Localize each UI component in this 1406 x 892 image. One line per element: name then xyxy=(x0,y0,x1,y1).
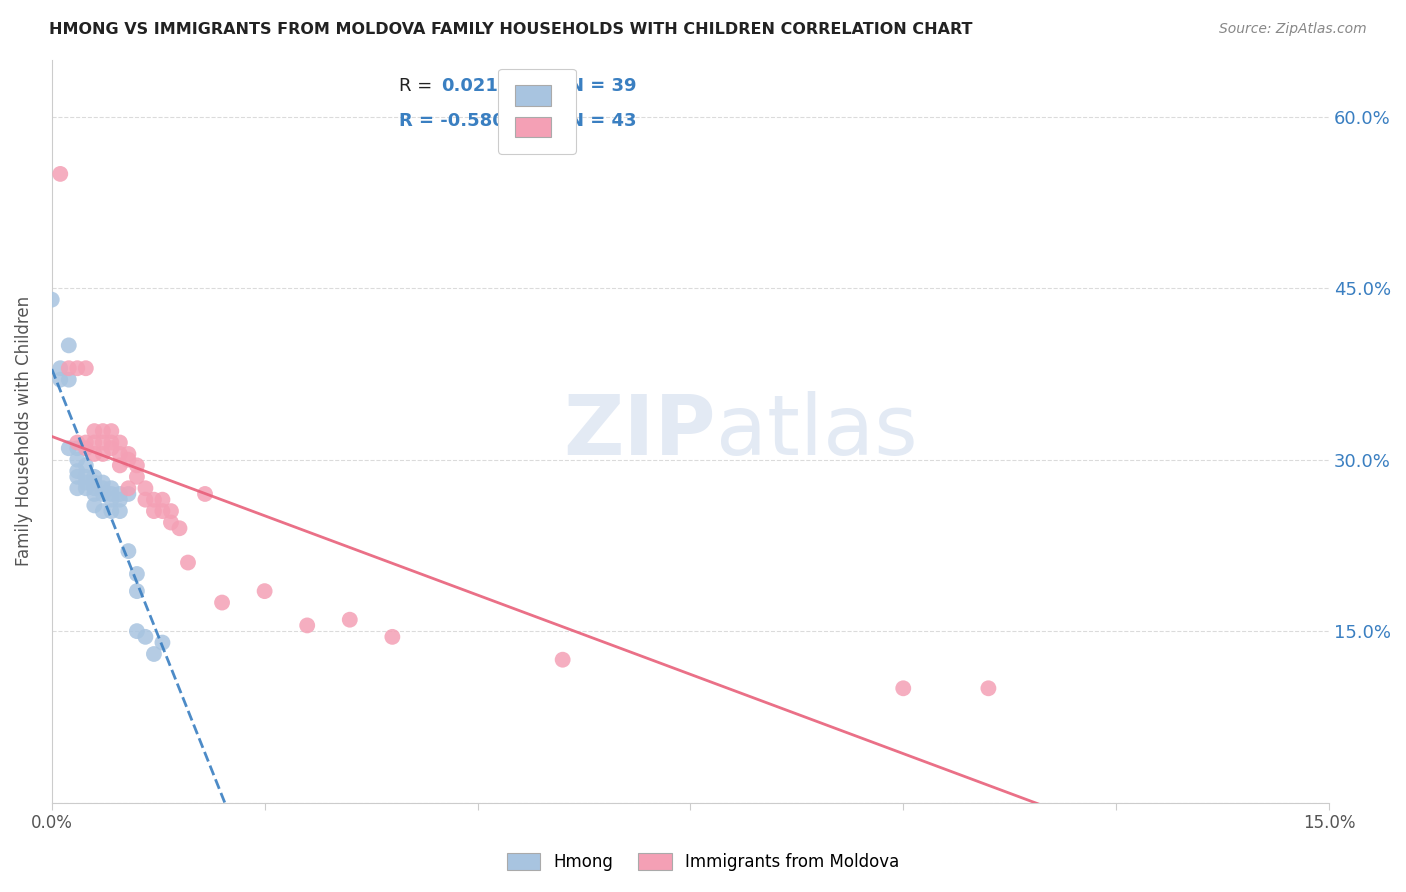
Point xyxy=(49,361,72,376)
Text: atlas: atlas xyxy=(716,391,918,472)
Point xyxy=(66,452,89,467)
Point xyxy=(100,492,122,507)
Point xyxy=(83,481,105,495)
Point xyxy=(83,475,105,490)
Point xyxy=(91,487,114,501)
Point xyxy=(142,492,165,507)
Point xyxy=(83,499,105,513)
Point xyxy=(58,373,80,387)
Point xyxy=(83,435,105,450)
Text: ZIP: ZIP xyxy=(564,391,716,472)
Point xyxy=(134,630,156,644)
Point xyxy=(134,481,156,495)
Point xyxy=(91,481,114,495)
Point xyxy=(58,361,80,376)
Point xyxy=(160,516,183,530)
Point xyxy=(134,492,156,507)
Point xyxy=(125,584,148,599)
Text: N = 39: N = 39 xyxy=(569,77,637,95)
Point xyxy=(83,424,105,438)
Point xyxy=(211,596,233,610)
Point xyxy=(108,492,131,507)
Point xyxy=(100,424,122,438)
Text: N = 43: N = 43 xyxy=(569,112,637,129)
Point xyxy=(75,481,97,495)
Point xyxy=(58,338,80,352)
Point xyxy=(83,447,105,461)
Point xyxy=(142,647,165,661)
Point xyxy=(75,361,97,376)
Legend: Hmong, Immigrants from Moldova: Hmong, Immigrants from Moldova xyxy=(499,845,907,880)
Point xyxy=(75,442,97,456)
Point xyxy=(100,442,122,456)
Point xyxy=(117,447,139,461)
Point xyxy=(91,435,114,450)
Point xyxy=(108,435,131,450)
Point xyxy=(117,487,139,501)
Point xyxy=(49,167,72,181)
Point xyxy=(75,470,97,484)
Point xyxy=(152,492,174,507)
Point xyxy=(108,504,131,518)
Point xyxy=(339,613,361,627)
Point xyxy=(83,487,105,501)
Point xyxy=(551,653,574,667)
Point xyxy=(41,293,63,307)
Point xyxy=(83,470,105,484)
Point xyxy=(100,435,122,450)
Text: Source: ZipAtlas.com: Source: ZipAtlas.com xyxy=(1219,22,1367,37)
Point xyxy=(100,504,122,518)
Point xyxy=(891,681,914,696)
Point xyxy=(75,458,97,473)
Point xyxy=(381,630,404,644)
Point xyxy=(125,458,148,473)
Point xyxy=(253,584,276,599)
Point xyxy=(117,481,139,495)
Point xyxy=(66,470,89,484)
Point xyxy=(58,442,80,456)
Point xyxy=(75,435,97,450)
Point xyxy=(91,504,114,518)
Point xyxy=(66,464,89,478)
Point xyxy=(66,435,89,450)
Point xyxy=(194,487,217,501)
Text: R =: R = xyxy=(399,77,433,95)
Point xyxy=(108,447,131,461)
Point xyxy=(152,635,174,649)
Point xyxy=(169,521,191,535)
Point xyxy=(91,475,114,490)
Legend: , : , xyxy=(498,69,576,153)
Point xyxy=(108,458,131,473)
Point xyxy=(125,566,148,581)
Point xyxy=(125,624,148,639)
Point xyxy=(125,470,148,484)
Point xyxy=(977,681,1000,696)
Point xyxy=(66,361,89,376)
Text: R = -0.580: R = -0.580 xyxy=(399,112,505,129)
Point xyxy=(142,504,165,518)
Text: HMONG VS IMMIGRANTS FROM MOLDOVA FAMILY HOUSEHOLDS WITH CHILDREN CORRELATION CHA: HMONG VS IMMIGRANTS FROM MOLDOVA FAMILY … xyxy=(49,22,973,37)
Point xyxy=(100,481,122,495)
Point xyxy=(108,487,131,501)
Point xyxy=(49,373,72,387)
Point xyxy=(91,447,114,461)
Point xyxy=(152,504,174,518)
Point xyxy=(177,556,200,570)
Point xyxy=(100,487,122,501)
Y-axis label: Family Households with Children: Family Households with Children xyxy=(15,296,32,566)
Text: 0.021: 0.021 xyxy=(441,77,498,95)
Point xyxy=(117,452,139,467)
Point xyxy=(160,504,183,518)
Point xyxy=(66,481,89,495)
Point xyxy=(75,475,97,490)
Point xyxy=(91,424,114,438)
Point xyxy=(117,544,139,558)
Point xyxy=(66,442,89,456)
Point xyxy=(295,618,318,632)
